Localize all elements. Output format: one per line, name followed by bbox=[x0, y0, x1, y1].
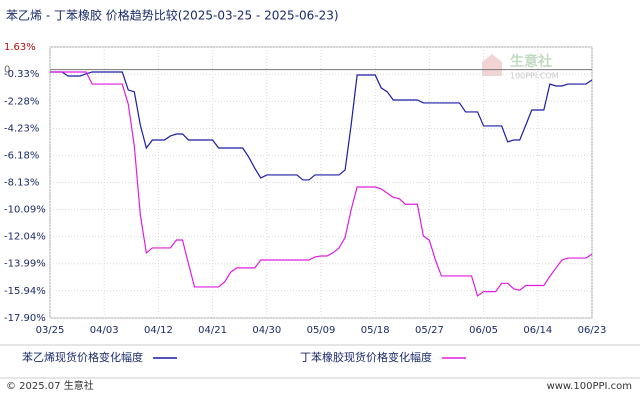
footer-left: © 2025.07 生意社 bbox=[6, 379, 94, 392]
x-tick-label: 04/21 bbox=[198, 325, 227, 336]
y-tick-label: -13.99% bbox=[4, 259, 46, 270]
y-tick-label: -8.13% bbox=[4, 177, 39, 188]
y-tick-label: -12.04% bbox=[4, 232, 46, 243]
series-line bbox=[50, 71, 593, 181]
x-tick-label: 04/30 bbox=[252, 325, 281, 336]
x-tick-label: 06/23 bbox=[578, 325, 607, 336]
y-tick-label: -10.09% bbox=[4, 205, 46, 216]
y-tick-label: -15.94% bbox=[4, 286, 46, 297]
x-tick-label: 04/12 bbox=[144, 325, 173, 336]
y-tick-label: -6.18% bbox=[4, 150, 39, 161]
series-line bbox=[50, 71, 593, 297]
y-tick-label: 0 bbox=[4, 65, 10, 76]
watermark-text: 生意社 bbox=[510, 53, 552, 70]
watermark-sub: 100PPI.COM bbox=[510, 72, 559, 81]
legend-label: 丁苯橡胶现货价格变化幅度 bbox=[300, 350, 432, 364]
y-tick-label: -2.28% bbox=[4, 96, 39, 107]
footer-right: www.100PPI.com bbox=[547, 381, 632, 392]
x-tick-label: 05/09 bbox=[307, 325, 336, 336]
x-tick-label: 05/18 bbox=[361, 325, 390, 336]
x-tick-label: 03/25 bbox=[36, 325, 65, 336]
x-tick-label: 04/03 bbox=[90, 325, 119, 336]
x-tick-label: 06/14 bbox=[523, 325, 552, 336]
y-tick-label: -0.33% bbox=[4, 69, 39, 80]
y-tick-label: -4.23% bbox=[4, 123, 39, 134]
x-tick-label: 05/27 bbox=[415, 325, 444, 336]
watermark-logo bbox=[482, 54, 502, 76]
y-tick-label: -17.90% bbox=[4, 313, 46, 324]
watermark: 生意社 100PPI.COM bbox=[482, 53, 559, 81]
x-tick-label: 06/05 bbox=[469, 325, 498, 336]
legend-label: 苯乙烯现货价格变化幅度 bbox=[22, 350, 143, 364]
chart-title: 苯乙烯 - 丁苯橡胶 价格趋势比较(2025-03-25 - 2025-06-2… bbox=[6, 8, 339, 23]
y-tick-label: 1.63% bbox=[4, 42, 36, 53]
